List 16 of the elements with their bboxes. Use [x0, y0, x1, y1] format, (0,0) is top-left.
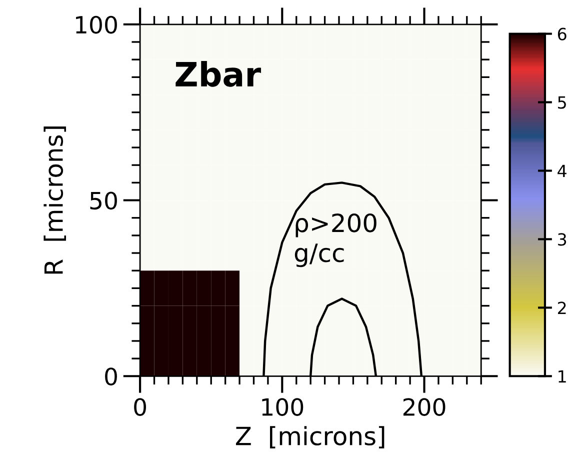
color-bar-label: 5: [558, 96, 566, 109]
color-bar-label: 4: [558, 164, 566, 178]
y-tick-label: 0: [105, 368, 117, 386]
color-bar-label: 1: [558, 370, 566, 382]
x-tick-label: 0: [134, 398, 146, 416]
y-tick-label: 100: [76, 16, 117, 34]
annotation: ρ>200 g/cc: [294, 213, 376, 268]
x-tick-label: 100: [262, 398, 304, 416]
x-tick-label: 200: [403, 398, 446, 416]
x-axis-title: Z [microns]: [236, 426, 384, 448]
y-axis-title: R [microns]: [44, 126, 66, 274]
color-bar-label: 2: [558, 302, 566, 314]
y-tick-label: 50: [90, 192, 117, 210]
text: Zbar: [176, 61, 262, 87]
color-bar-label: 3: [558, 233, 566, 246]
color-bar-label: 6: [558, 28, 566, 40]
